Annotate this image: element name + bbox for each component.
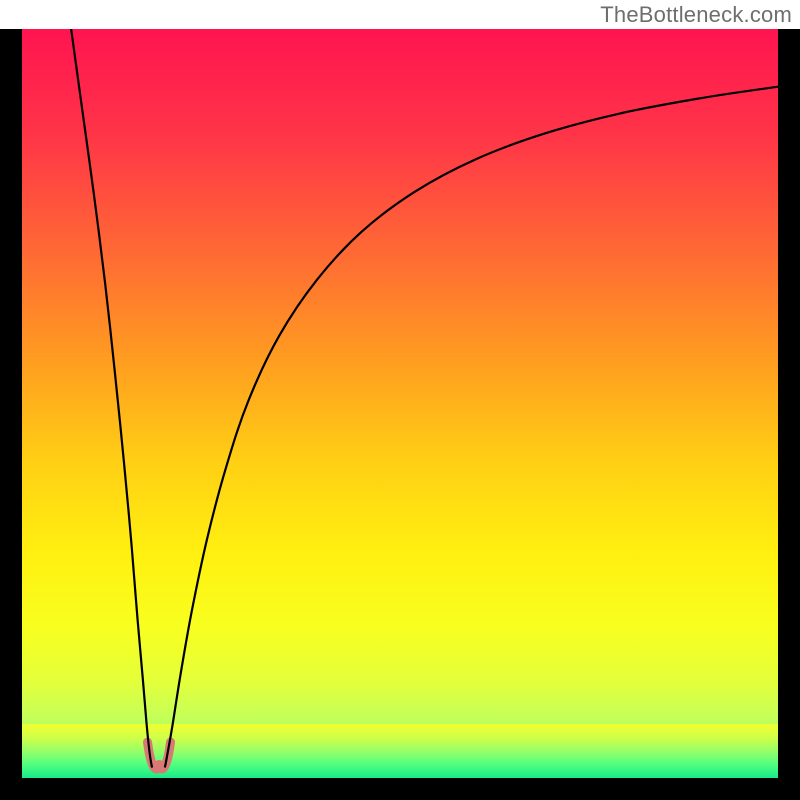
bottleneck-curve-left xyxy=(71,29,152,768)
chart-canvas: TheBottleneck.com xyxy=(0,0,800,800)
curve-layer xyxy=(0,0,800,800)
bottleneck-curve-right xyxy=(165,87,778,768)
